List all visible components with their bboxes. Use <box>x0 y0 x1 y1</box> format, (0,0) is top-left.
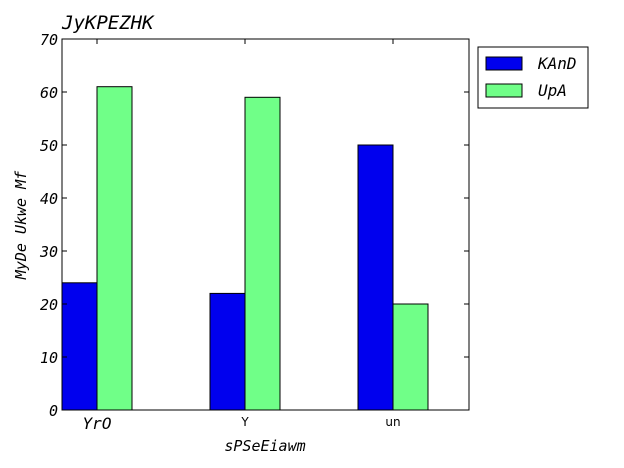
x-axis-label: sPSeEiawm <box>224 437 305 455</box>
y-tick-label: 60 <box>40 84 58 102</box>
bars-group <box>61 86 429 411</box>
x-tick-label: Y <box>240 415 249 429</box>
bar-UpA-un <box>392 303 429 411</box>
bar-KAnD-Y <box>209 292 246 411</box>
plot-frame <box>61 38 470 411</box>
x-tick-label: YrO <box>83 414 112 433</box>
y-tick-label: 50 <box>40 137 58 155</box>
chart-title: JyKPEZHK <box>61 12 155 34</box>
y-tick-label: 70 <box>40 31 58 49</box>
y-tick-label: 20 <box>40 296 58 314</box>
legend-label-UpA: UpA <box>538 81 567 100</box>
bar-KAnD-un <box>357 144 394 411</box>
y-tick-label: 40 <box>40 190 58 208</box>
bar-UpA-YrO <box>96 86 133 411</box>
legend-swatch-UpA <box>485 83 523 98</box>
bar-KAnD-YrO <box>61 282 98 411</box>
legend: KAnD UpA <box>477 46 589 109</box>
bar-UpA-Y <box>244 96 281 411</box>
y-tick-label: 10 <box>40 349 58 367</box>
x-tick-label: un <box>385 415 400 429</box>
y-tick-label: 0 <box>49 402 58 420</box>
y-axis-label: MyDe Ukwe Mf <box>12 170 30 280</box>
legend-swatch-KAnD <box>485 56 523 71</box>
legend-label-KAnD: KAnD <box>537 54 577 73</box>
y-tick-label: 30 <box>39 243 58 261</box>
